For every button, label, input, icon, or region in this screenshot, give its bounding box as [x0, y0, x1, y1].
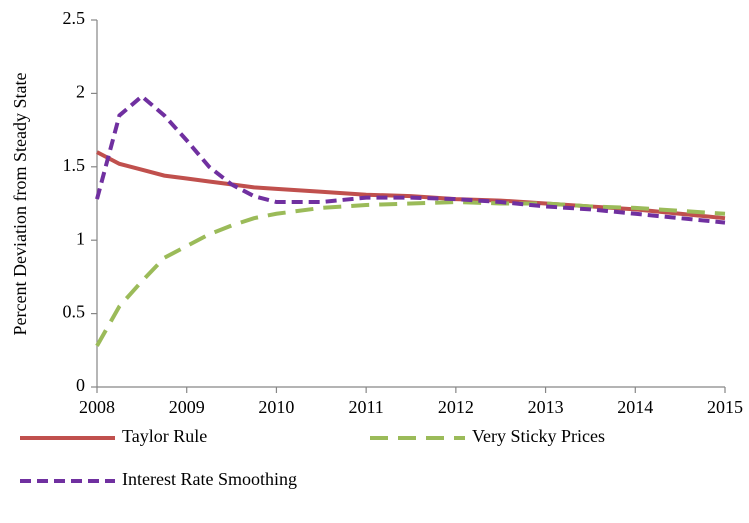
y-tick-label: 0.5 [63, 302, 86, 322]
legend-label: Very Sticky Prices [472, 426, 605, 446]
x-tick-label: 2013 [528, 397, 564, 417]
x-tick-label: 2011 [348, 397, 383, 417]
x-tick-label: 2008 [79, 397, 115, 417]
y-axis-label: Percent Deviation from Steady State [10, 73, 30, 336]
x-tick-label: 2009 [169, 397, 205, 417]
series-line [96, 150, 726, 221]
series-line [95, 93, 726, 225]
legend-label: Taylor Rule [122, 426, 207, 446]
x-tick-label: 2010 [258, 397, 294, 417]
x-tick-label: 2014 [617, 397, 653, 417]
legend-label: Interest Rate Smoothing [122, 469, 297, 489]
y-tick-label: 2 [76, 82, 85, 102]
y-tick-label: 0 [76, 375, 85, 395]
y-tick-label: 1 [76, 228, 85, 248]
x-tick-label: 2015 [707, 397, 743, 417]
x-tick-label: 2012 [438, 397, 474, 417]
y-tick-label: 1.5 [63, 155, 86, 175]
series-line [95, 200, 726, 347]
y-tick-label: 2.5 [63, 8, 86, 28]
